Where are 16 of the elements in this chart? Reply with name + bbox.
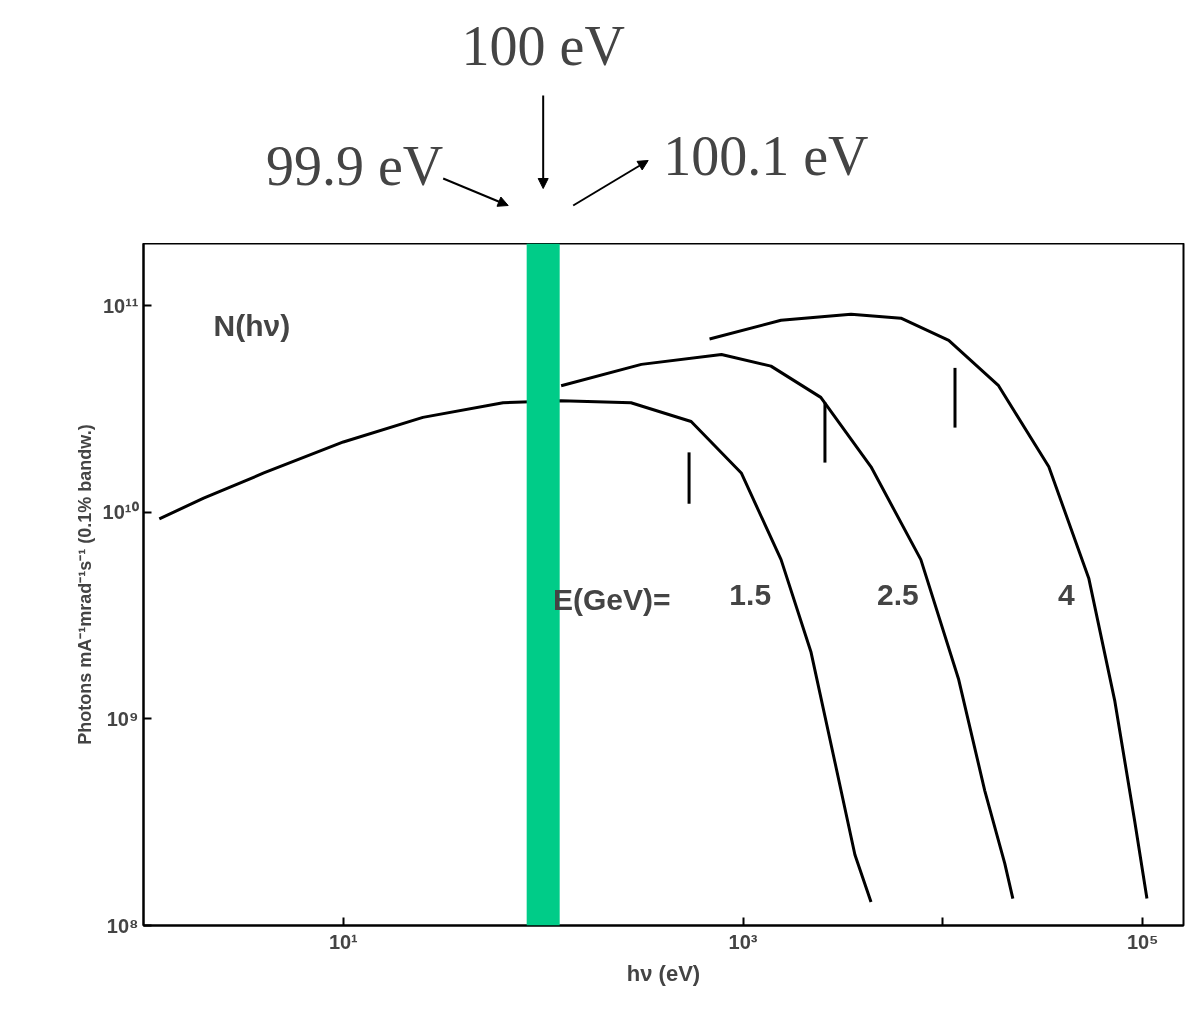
text: 99.9 eV [265,134,444,197]
series-label: 4 [1057,577,1075,611]
x-tick-label: 10³ [728,930,758,953]
y-tick-label: 10⁹ [106,707,139,730]
y-axis-title: Photons mA⁻¹mrad⁻¹s⁻¹ (0.1% bandw.) [74,424,95,745]
text: 100.1 eV [663,124,869,187]
text: 100 eV [461,14,625,77]
x-tick-label: 10¹ [328,930,359,953]
x-axis-title: hν (eV) [626,960,701,986]
series-label: 2.5 [876,577,919,611]
annotation: N(hν) [213,309,291,342]
y-tick-label: 10⁸ [106,914,139,937]
y-tick-label: 10¹¹ [102,294,139,317]
series-label: 1.5 [729,577,772,611]
y-tick-label: 10¹⁰ [102,501,139,524]
x-tick-label: 10⁵ [1126,930,1159,953]
